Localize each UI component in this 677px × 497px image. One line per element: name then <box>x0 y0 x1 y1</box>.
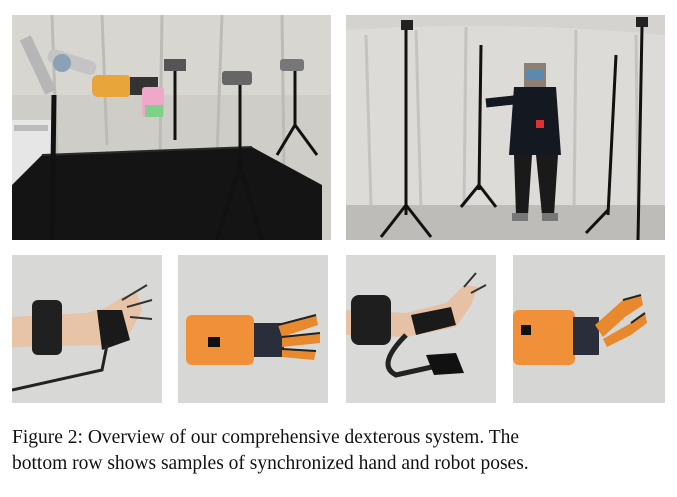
robot-hand-photo-2 <box>513 255 665 403</box>
figure-caption: Figure 2: Overview of our comprehensive … <box>12 425 666 477</box>
caption-line-2: bottom row shows samples of synchronized… <box>12 453 529 474</box>
robot-setup-photo <box>12 15 331 240</box>
human-hand-glove-photo-1 <box>12 255 162 403</box>
caption-line-1: Figure 2: Overview of our comprehensive … <box>12 427 520 448</box>
human-hand-glove-photo-2 <box>346 255 496 403</box>
robot-hand-photo-1 <box>178 255 328 403</box>
mocap-operator-photo <box>346 15 665 240</box>
